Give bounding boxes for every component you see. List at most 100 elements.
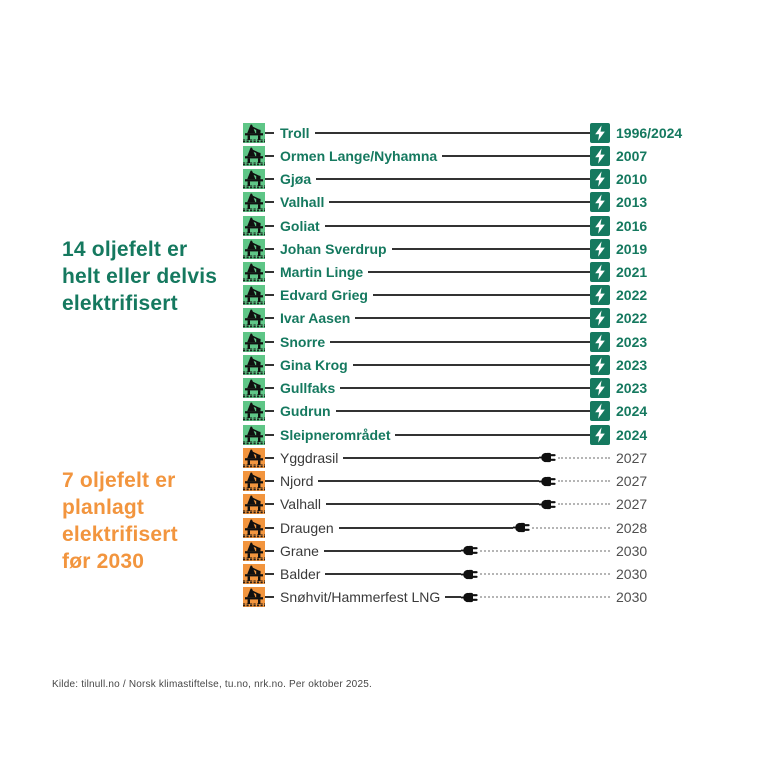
field-name: Gullfaks bbox=[280, 380, 336, 397]
electrified-field-row: Ivar Aasen 2022 bbox=[243, 307, 700, 330]
plug-icon bbox=[513, 521, 530, 534]
electrified-field-row: Ormen Lange/Nyhamna 2007 bbox=[243, 144, 700, 167]
plug-icon bbox=[539, 475, 556, 488]
field-name: Valhall bbox=[280, 194, 325, 211]
connector-line bbox=[335, 410, 590, 413]
connector-line bbox=[355, 317, 590, 320]
oil-rig-icon bbox=[243, 471, 265, 492]
field-name: Gudrun bbox=[280, 403, 331, 420]
connector-dash bbox=[265, 317, 274, 320]
field-name: Johan Sverdrup bbox=[280, 240, 387, 257]
headline-planned-line: elektrifisert bbox=[62, 523, 178, 546]
electrified-year: 2023 bbox=[616, 333, 648, 350]
lightning-icon bbox=[590, 192, 610, 213]
connector-line bbox=[340, 387, 590, 390]
lightning-icon bbox=[590, 401, 610, 422]
electrified-year: 2023 bbox=[616, 380, 648, 397]
oil-rig-icon bbox=[243, 447, 265, 468]
oil-rig-icon bbox=[243, 354, 265, 375]
connector-line bbox=[343, 456, 539, 459]
oil-rig-icon bbox=[243, 192, 265, 213]
electrified-field-row: Martin Linge 2021 bbox=[243, 260, 700, 283]
field-name: Snøhvit/Hammerfest LNG bbox=[280, 589, 441, 606]
connector-line bbox=[372, 294, 590, 297]
electrified-year: 2023 bbox=[616, 356, 648, 373]
electrified-field-row: Gjøa 2010 bbox=[243, 167, 700, 190]
dotted-connector-line bbox=[558, 480, 610, 483]
dotted-connector-line bbox=[480, 596, 610, 599]
connector-line bbox=[338, 526, 513, 529]
field-name: Njord bbox=[280, 473, 314, 490]
electrified-year: 2019 bbox=[616, 240, 648, 257]
field-name: Valhall bbox=[280, 496, 321, 513]
electrified-field-row: Johan Sverdrup 2019 bbox=[243, 237, 700, 260]
connector-dash bbox=[265, 154, 274, 157]
connector-dash bbox=[265, 340, 274, 343]
connector-line bbox=[325, 573, 461, 576]
lightning-icon bbox=[590, 238, 610, 259]
electrified-year: 2021 bbox=[616, 264, 648, 281]
plug-icon bbox=[539, 498, 556, 511]
oil-rig-icon bbox=[243, 564, 265, 585]
electrified-field-row: Gudrun 2024 bbox=[243, 400, 700, 423]
planned-year: 2028 bbox=[616, 519, 648, 536]
electrified-field-row: Gullfaks 2023 bbox=[243, 377, 700, 400]
field-name: Ormen Lange/Nyhamna bbox=[280, 147, 438, 164]
electrified-year: 2007 bbox=[616, 147, 648, 164]
field-name: Draugen bbox=[280, 519, 334, 536]
headline-electrified-line: 14 oljefelt er bbox=[62, 238, 188, 261]
connector-dash bbox=[265, 456, 274, 459]
field-name: Balder bbox=[280, 566, 321, 583]
lightning-icon bbox=[590, 285, 610, 306]
oil-rig-icon bbox=[243, 238, 265, 259]
planned-field-row: Njord 2027 bbox=[243, 470, 700, 493]
connector-dash bbox=[265, 503, 274, 506]
connector-dash bbox=[265, 363, 274, 366]
planned-year: 2030 bbox=[616, 589, 648, 606]
connector-line bbox=[324, 224, 590, 227]
planned-field-row: Draugen 2028 bbox=[243, 516, 700, 539]
electrified-year: 2022 bbox=[616, 310, 648, 327]
planned-field-row: Balder 2030 bbox=[243, 562, 700, 585]
electrified-year: 1996/2024 bbox=[616, 124, 683, 141]
field-name: Goliat bbox=[280, 217, 320, 234]
field-name: Ivar Aasen bbox=[280, 310, 351, 327]
planned-year: 2027 bbox=[616, 449, 648, 466]
electrified-year: 2016 bbox=[616, 217, 648, 234]
lightning-icon bbox=[590, 354, 610, 375]
connector-dash bbox=[265, 201, 274, 204]
connector-dash bbox=[265, 224, 274, 227]
electrified-field-row: Sleipnerområdet 2024 bbox=[243, 423, 700, 446]
connector-dash bbox=[265, 247, 274, 250]
planned-field-row: Yggdrasil 2027 bbox=[243, 446, 700, 469]
electrified-field-row: Edvard Grieg 2022 bbox=[243, 284, 700, 307]
connector-dash bbox=[265, 526, 274, 529]
oil-rig-icon bbox=[243, 285, 265, 306]
dotted-connector-line bbox=[532, 526, 610, 529]
electrified-field-row: Valhall 2013 bbox=[243, 191, 700, 214]
connector-line bbox=[352, 363, 590, 366]
oil-rig-icon bbox=[243, 308, 265, 329]
plug-icon bbox=[461, 591, 478, 604]
oil-rig-icon bbox=[243, 378, 265, 399]
lightning-icon bbox=[590, 262, 610, 283]
oil-rig-icon bbox=[243, 424, 265, 445]
electrified-field-row: Snorre 2023 bbox=[243, 330, 700, 353]
connector-dash bbox=[265, 178, 274, 181]
connector-line bbox=[395, 433, 590, 436]
planned-year: 2027 bbox=[616, 496, 648, 513]
electrified-field-row: Gina Krog 2023 bbox=[243, 353, 700, 376]
planned-field-row: Valhall 2027 bbox=[243, 493, 700, 516]
connector-line bbox=[329, 201, 590, 204]
headline-planned: 7 oljefelt er planlagt elektrifisert før… bbox=[62, 467, 178, 575]
connector-line bbox=[330, 340, 590, 343]
field-name: Edvard Grieg bbox=[280, 287, 368, 304]
oil-rig-icon bbox=[243, 215, 265, 236]
oil-rig-icon bbox=[243, 517, 265, 538]
headline-planned-line: planlagt bbox=[62, 496, 145, 519]
headline-electrified-line: elektrifisert bbox=[62, 292, 178, 315]
field-name: Gjøa bbox=[280, 171, 312, 188]
lightning-icon bbox=[590, 215, 610, 236]
planned-year: 2027 bbox=[616, 473, 648, 490]
